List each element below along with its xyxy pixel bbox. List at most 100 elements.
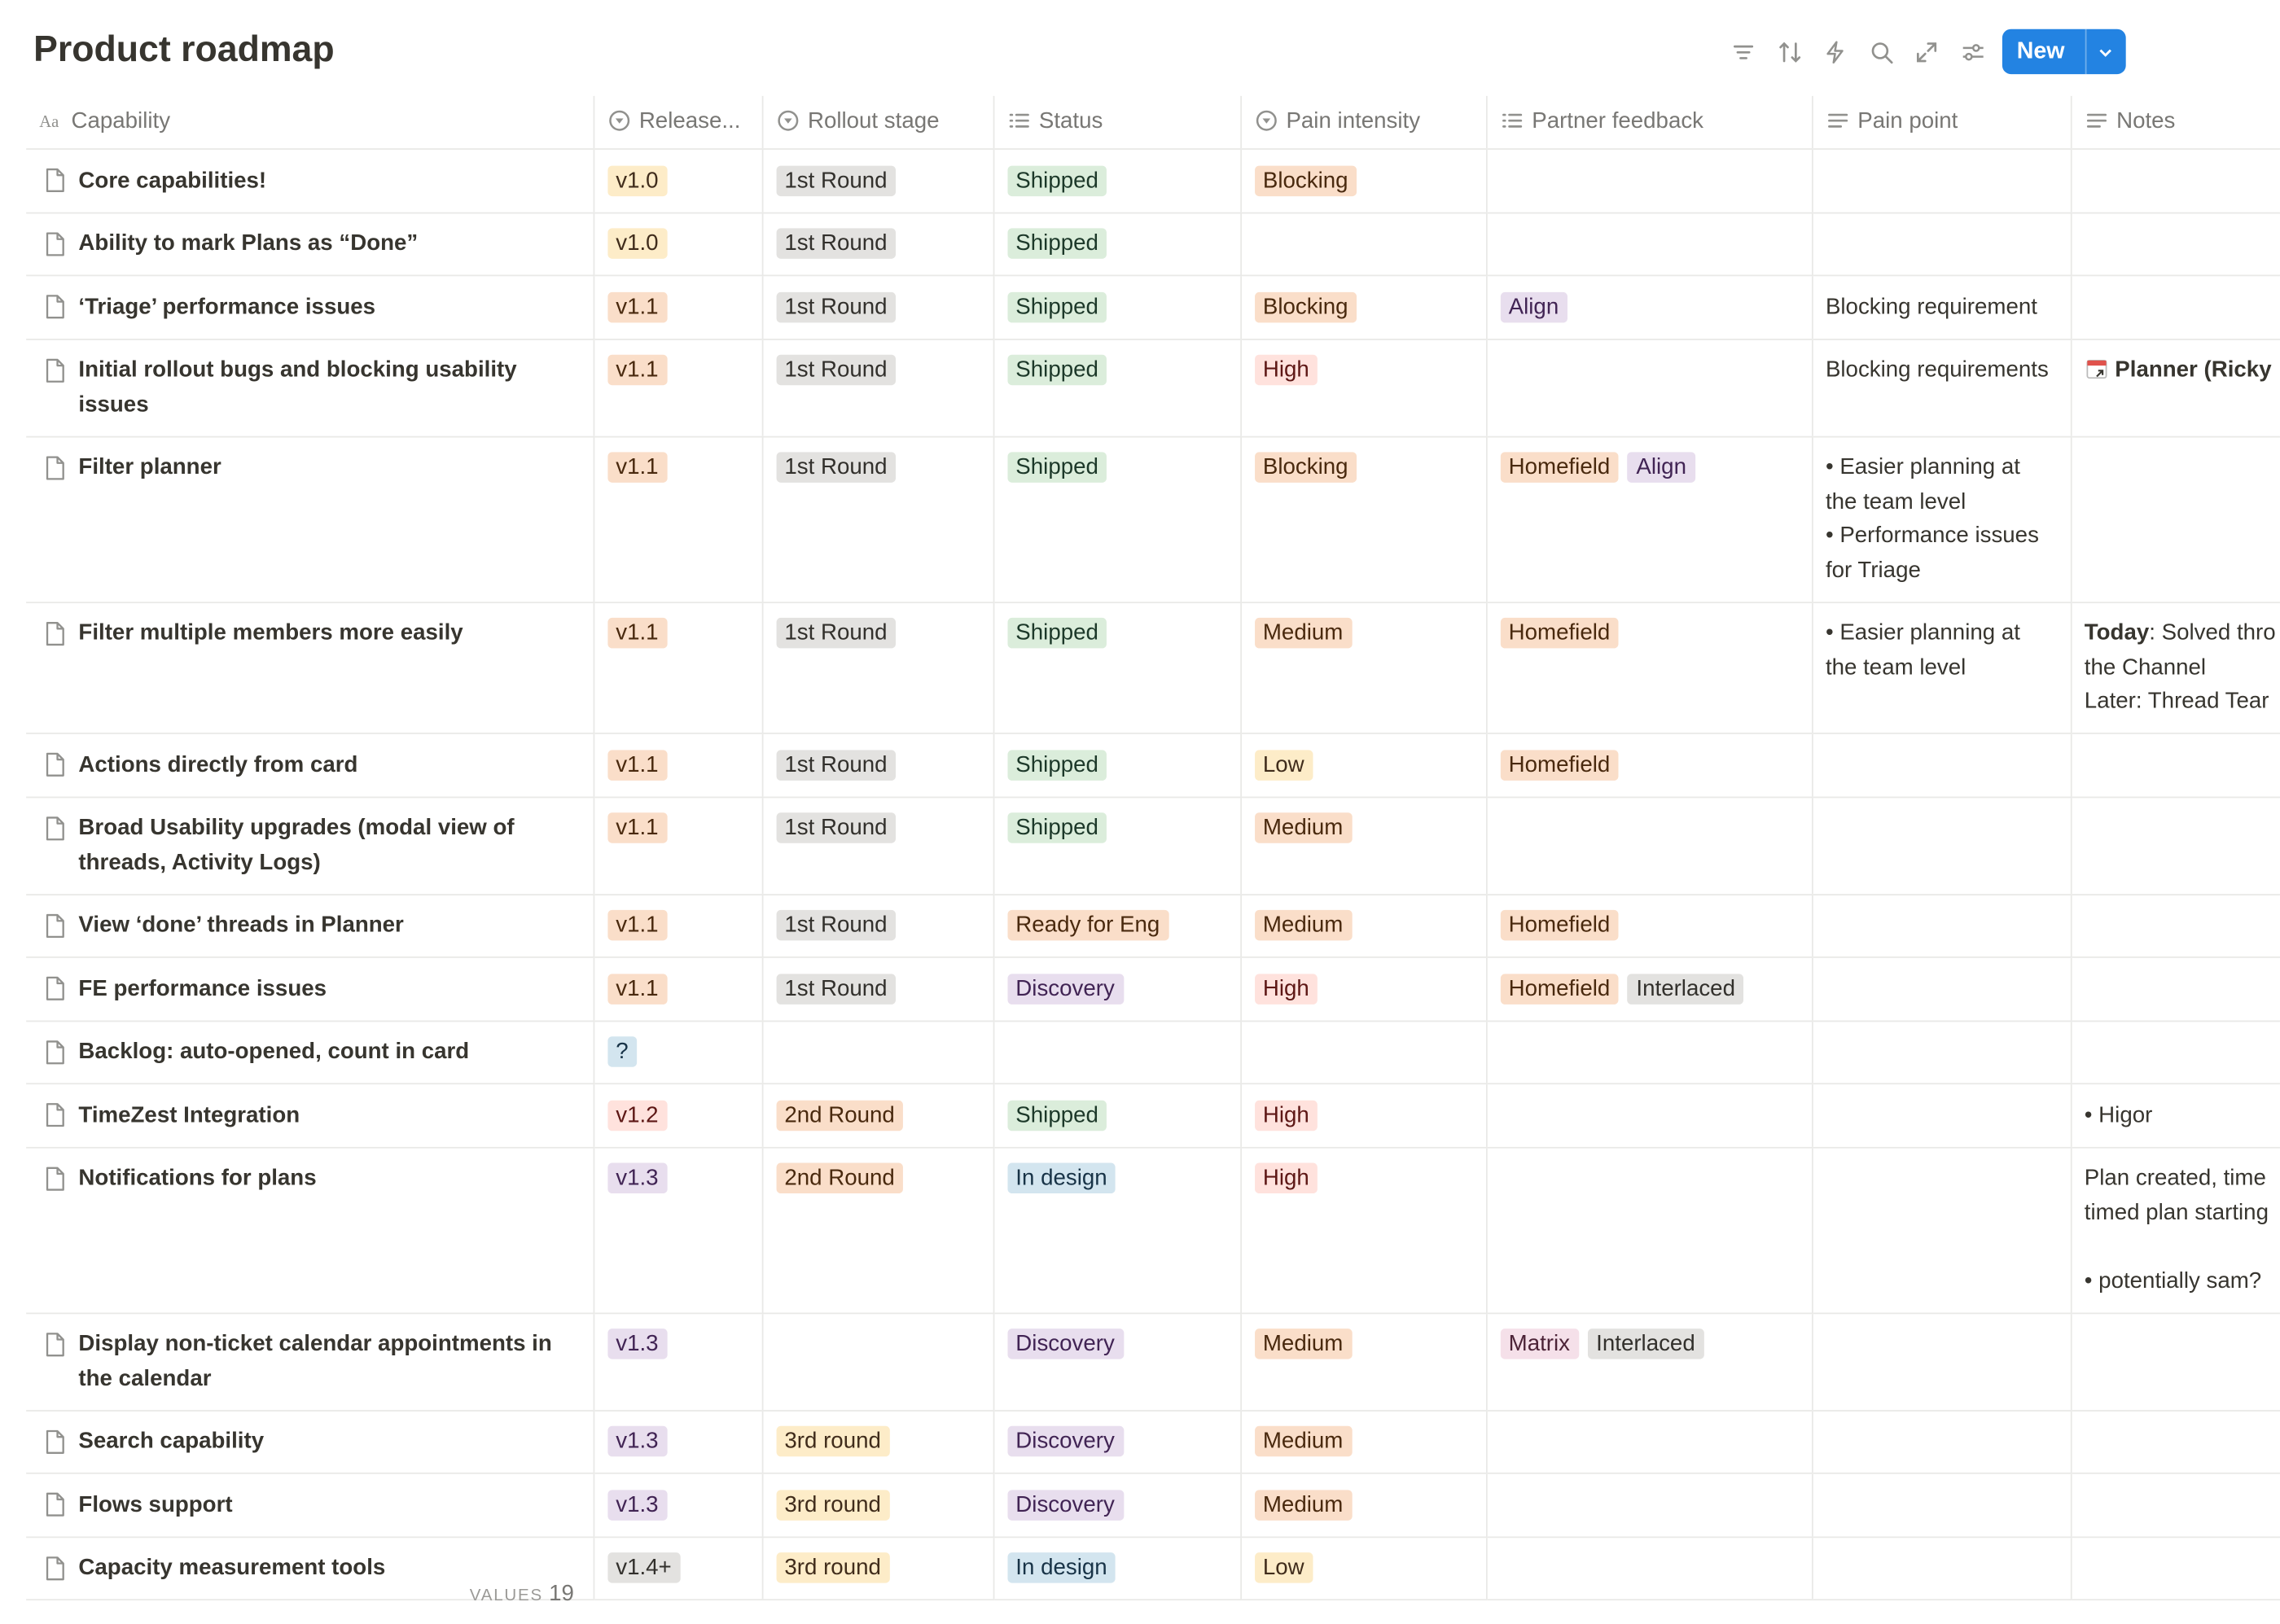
notes-cell xyxy=(2069,149,2280,213)
column-header[interactable]: Status xyxy=(992,95,1241,150)
release-tag: v1.1 xyxy=(607,617,668,649)
partner-tag: Homefield xyxy=(1499,617,1619,649)
capability-cell[interactable]: Capacity measurement tools xyxy=(26,1536,594,1601)
notes-text: : Solved thro xyxy=(2149,620,2276,646)
footer-calc: VALUES 19 xyxy=(470,1582,574,1608)
capability-text: Ability to mark Plans as “Done” xyxy=(78,230,419,256)
pain-tag: High xyxy=(1254,1099,1318,1131)
rollout-cell: 1st Round xyxy=(761,275,993,339)
status-tag: Shipped xyxy=(1006,354,1107,386)
release-tag: v1.1 xyxy=(607,291,668,322)
new-dropdown[interactable] xyxy=(2085,28,2126,75)
expand-icon[interactable] xyxy=(1914,38,1940,64)
pain-cell: High xyxy=(1239,1146,1486,1314)
pain-cell xyxy=(1239,212,1486,277)
capability-cell[interactable]: Search capability xyxy=(26,1410,594,1474)
filter-icon[interactable] xyxy=(1730,38,1756,64)
settings-icon[interactable] xyxy=(1959,38,1985,64)
release-cell: v1.0 xyxy=(592,212,762,277)
pain-point-cell xyxy=(1811,212,2071,277)
toolbar: New xyxy=(1730,28,2126,75)
status-cell: Shipped xyxy=(992,149,1241,213)
column-header[interactable]: Pain point xyxy=(1811,95,2071,150)
capability-cell[interactable]: Flows support xyxy=(26,1473,594,1538)
partner-cell xyxy=(1485,1020,1812,1085)
partner-cell xyxy=(1485,1146,1812,1314)
capability-cell[interactable]: Backlog: auto-opened, count in card xyxy=(26,1020,594,1085)
column-header[interactable]: Rollout stage xyxy=(761,95,993,150)
capability-cell[interactable]: Notifications for plans xyxy=(26,1146,594,1314)
status-tag: In design xyxy=(1006,1162,1116,1194)
new-button-label[interactable]: New xyxy=(2016,38,2065,63)
capability-cell[interactable]: Filter multiple members more easily xyxy=(26,602,594,734)
rollout-cell: 1st Round xyxy=(761,339,993,437)
pain-tag: High xyxy=(1254,973,1318,1005)
table-row: ‘Triage’ performance issues v1.1 1st Round… xyxy=(26,275,2280,339)
notes-line: Planner (Ricky xyxy=(2085,353,2280,387)
capability-cell[interactable]: FE performance issues xyxy=(26,956,594,1022)
column-header[interactable]: Aa Capability xyxy=(26,95,594,150)
column-header[interactable]: Release... xyxy=(592,95,762,150)
capability-cell[interactable]: Core capabilities! xyxy=(26,149,594,213)
release-cell: v1.4+ xyxy=(592,1536,762,1601)
release-cell: v1.1 xyxy=(592,339,762,437)
capability-cell[interactable]: Ability to mark Plans as “Done” xyxy=(26,212,594,277)
search-icon[interactable] xyxy=(1868,38,1894,64)
column-header[interactable]: Notes xyxy=(2069,95,2280,150)
rollout-tag: 3rd round xyxy=(775,1552,890,1583)
pain-point-cell xyxy=(1811,1536,2071,1601)
pain-cell xyxy=(1239,1020,1486,1085)
new-button[interactable]: New xyxy=(2002,28,2126,75)
status-tag: Ready for Eng xyxy=(1006,909,1168,941)
status-tag: In design xyxy=(1006,1552,1116,1583)
notes-cell xyxy=(2069,733,2280,798)
svg-text:Aa: Aa xyxy=(39,113,59,131)
pain-tag: Low xyxy=(1254,749,1313,781)
status-tag: Shipped xyxy=(1006,1099,1107,1131)
rollout-tag: 2nd Round xyxy=(775,1162,904,1194)
notes-cell: Plan created, time timed plan starting • p… xyxy=(2069,1146,2280,1314)
table-row: TimeZest Integration v1.2 2nd Round Shipped… xyxy=(26,1083,2280,1148)
rollout-cell: 2nd Round xyxy=(761,1083,993,1148)
pain-point-cell xyxy=(1811,1146,2071,1314)
column-header-label: Notes xyxy=(2116,108,2176,134)
partner-tag: Align xyxy=(1627,452,1695,483)
release-tag: v1.4+ xyxy=(607,1552,681,1583)
automation-icon[interactable] xyxy=(1822,38,1848,64)
release-cell: v1.1 xyxy=(592,436,762,603)
rollout-cell: 1st Round xyxy=(761,149,993,213)
capability-cell[interactable]: Filter planner xyxy=(26,436,594,603)
capability-text: TimeZest Integration xyxy=(78,1102,300,1127)
capability-cell[interactable]: Actions directly from card xyxy=(26,733,594,798)
release-cell: v1.1 xyxy=(592,602,762,734)
column-header-label: Partner feedback xyxy=(1532,108,1704,134)
capability-cell[interactable]: TimeZest Integration xyxy=(26,1083,594,1148)
column-header-label: Pain intensity xyxy=(1286,108,1421,134)
table-row: Actions directly from card v1.1 1st Round S… xyxy=(26,733,2280,798)
capability-cell[interactable]: Display non-ticket calendar appointments… xyxy=(26,1312,594,1412)
pain-point-line: Blocking requirements xyxy=(1825,357,2049,383)
pain-point-cell xyxy=(1811,894,2071,958)
release-tag: v1.1 xyxy=(607,749,668,781)
partner-tag: Homefield xyxy=(1499,909,1619,941)
pain-point-line: • Performance issues for Triage xyxy=(1825,523,2039,583)
pain-cell: Medium xyxy=(1239,602,1486,734)
partner-tag: Interlaced xyxy=(1627,973,1744,1005)
pain-point-cell xyxy=(1811,1083,2071,1148)
capability-cell[interactable]: View ‘done’ threads in Planner xyxy=(26,894,594,958)
rollout-cell: 1st Round xyxy=(761,796,993,895)
column-header-label: Status xyxy=(1038,108,1103,134)
notes-cell: Today: Solved thro the Channel Later: Thre… xyxy=(2069,602,2280,734)
pain-point-cell xyxy=(1811,1020,2071,1085)
partner-tag: Homefield xyxy=(1499,452,1619,483)
column-header[interactable]: Partner feedback xyxy=(1485,95,1812,150)
partner-cell: Homefield xyxy=(1485,733,1812,798)
page-link[interactable]: Planner (Ricky xyxy=(2085,357,2272,383)
capability-cell[interactable]: Initial rollout bugs and blocking usabil… xyxy=(26,339,594,437)
status-tag: Shipped xyxy=(1006,452,1107,483)
sort-icon[interactable] xyxy=(1776,38,1802,64)
column-header[interactable]: Pain intensity xyxy=(1239,95,1486,150)
capability-cell[interactable]: ‘Triage’ performance issues xyxy=(26,275,594,339)
rollout-tag: 2nd Round xyxy=(775,1099,904,1131)
capability-cell[interactable]: Broad Usability upgrades (modal view of … xyxy=(26,796,594,895)
